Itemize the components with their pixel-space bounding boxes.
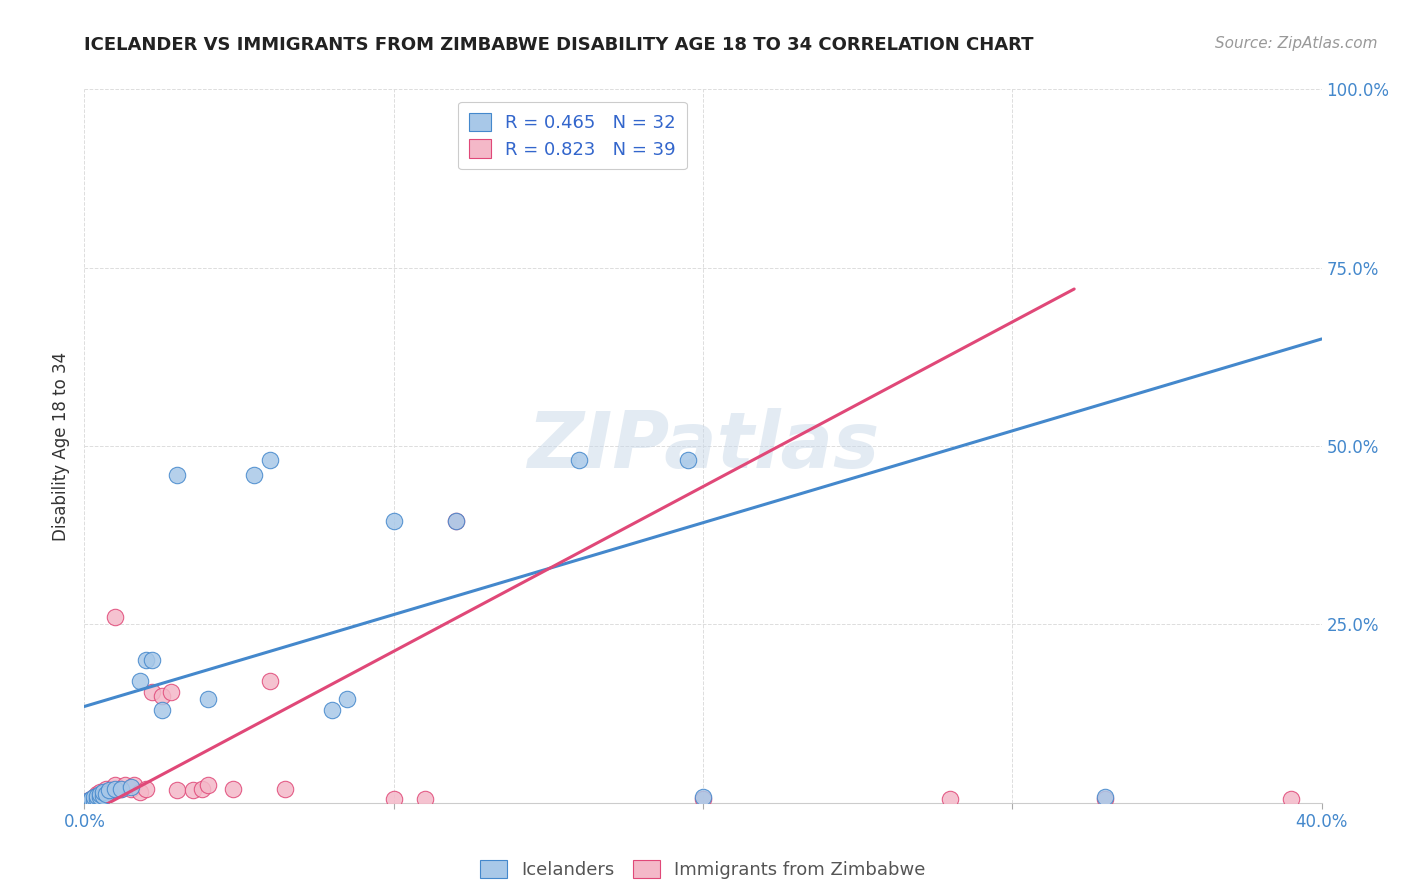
Point: [89, 789, 111, 803]
Point: [94, 785, 117, 799]
Point: [135, 653, 157, 667]
Point: [94, 787, 117, 801]
Point: [939, 792, 962, 806]
Point: [1094, 790, 1116, 805]
Point: [104, 610, 127, 624]
Point: [141, 653, 163, 667]
Point: [79, 793, 101, 807]
Point: [104, 781, 127, 796]
Point: [692, 790, 714, 805]
Point: [197, 692, 219, 706]
Point: [110, 781, 132, 796]
Text: ICELANDER VS IMMIGRANTS FROM ZIMBABWE DISABILITY AGE 18 TO 34 CORRELATION CHART: ICELANDER VS IMMIGRANTS FROM ZIMBABWE DI…: [84, 36, 1033, 54]
Point: [122, 778, 145, 792]
Legend: Icelanders, Immigrants from Zimbabwe: Icelanders, Immigrants from Zimbabwe: [472, 853, 934, 887]
Point: [181, 783, 204, 797]
Point: [86, 791, 108, 805]
Point: [76, 794, 98, 808]
Point: [692, 792, 714, 806]
Point: [129, 674, 152, 689]
Point: [83, 794, 105, 808]
Point: [197, 778, 219, 792]
Point: [79, 791, 101, 805]
Point: [135, 781, 157, 796]
Point: [86, 792, 108, 806]
Point: [382, 514, 405, 528]
Point: [382, 792, 405, 806]
Point: [104, 778, 127, 792]
Point: [83, 790, 105, 805]
Point: [150, 689, 173, 703]
Point: [89, 785, 111, 799]
Point: [160, 685, 183, 699]
Point: [83, 793, 105, 807]
Point: [336, 692, 359, 706]
Point: [89, 790, 111, 805]
Point: [120, 780, 142, 794]
Point: [91, 789, 114, 803]
Point: [1094, 792, 1116, 806]
Text: ZIPatlas: ZIPatlas: [527, 408, 879, 484]
Point: [110, 781, 132, 796]
Point: [120, 781, 142, 796]
Point: [413, 792, 436, 806]
Point: [98, 785, 121, 799]
Point: [1279, 792, 1302, 806]
Point: [91, 785, 114, 799]
Point: [243, 467, 266, 482]
Point: [79, 792, 101, 806]
Text: Source: ZipAtlas.com: Source: ZipAtlas.com: [1215, 36, 1378, 51]
Point: [114, 778, 136, 792]
Point: [166, 783, 188, 797]
Point: [150, 703, 173, 717]
Point: [222, 781, 245, 796]
Point: [86, 789, 108, 803]
Point: [444, 514, 467, 528]
Point: [79, 794, 101, 808]
Point: [259, 674, 281, 689]
Point: [676, 453, 699, 467]
Point: [91, 790, 114, 805]
Point: [76, 794, 98, 808]
Point: [89, 787, 111, 801]
Point: [274, 781, 297, 796]
Point: [83, 790, 105, 805]
Point: [101, 781, 124, 796]
Point: [568, 453, 591, 467]
Point: [141, 685, 163, 699]
Point: [191, 781, 214, 796]
Point: [98, 783, 121, 797]
Point: [166, 467, 188, 482]
Point: [86, 787, 108, 801]
Point: [259, 453, 281, 467]
Point: [94, 781, 117, 796]
Point: [444, 514, 467, 528]
Point: [321, 703, 343, 717]
Y-axis label: Disability Age 18 to 34: Disability Age 18 to 34: [52, 351, 70, 541]
Point: [129, 785, 152, 799]
